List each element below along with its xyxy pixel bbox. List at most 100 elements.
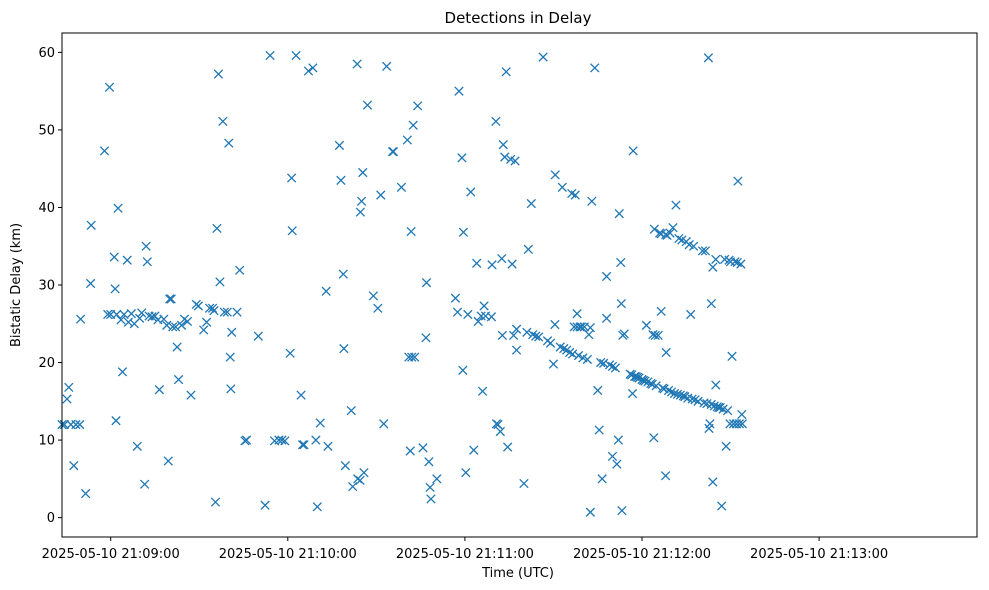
data-point xyxy=(213,69,224,79)
data-point xyxy=(703,53,714,63)
data-point xyxy=(507,259,517,269)
data-point xyxy=(607,451,618,462)
data-point xyxy=(75,419,85,430)
data-point xyxy=(472,258,482,268)
data-point xyxy=(722,405,733,416)
data-point xyxy=(495,426,505,437)
data-point xyxy=(85,278,96,289)
data-point xyxy=(522,327,532,337)
data-point xyxy=(407,352,417,362)
data-point xyxy=(656,306,666,317)
data-point xyxy=(706,399,717,410)
data-point xyxy=(421,278,432,288)
data-point xyxy=(734,419,745,429)
data-point xyxy=(690,395,700,405)
data-point xyxy=(491,116,501,127)
data-point xyxy=(616,298,626,309)
data-point xyxy=(519,478,529,489)
data-point xyxy=(260,500,270,510)
data-point xyxy=(601,271,612,282)
data-point xyxy=(628,146,638,156)
data-point xyxy=(346,405,356,416)
data-point xyxy=(587,196,597,206)
data-point xyxy=(241,435,252,445)
data-point xyxy=(674,233,684,244)
data-point xyxy=(99,146,110,156)
data-point xyxy=(226,384,236,394)
data-point xyxy=(643,377,653,387)
data-point xyxy=(170,322,181,332)
data-point xyxy=(573,350,584,361)
data-point xyxy=(686,309,696,320)
data-point xyxy=(565,347,575,358)
data-point xyxy=(493,419,503,430)
data-point xyxy=(570,190,580,200)
y-tick-label: 50 xyxy=(38,123,55,138)
data-point xyxy=(708,477,718,487)
data-point xyxy=(277,435,287,445)
data-point xyxy=(368,291,379,301)
data-point xyxy=(62,394,72,404)
data-point xyxy=(113,203,123,213)
data-point xyxy=(550,170,560,180)
data-point xyxy=(594,425,604,435)
data-point xyxy=(572,309,582,319)
data-point xyxy=(315,418,325,428)
data-point xyxy=(186,390,196,400)
y-axis-ticks: 0 10 20 30 40 50 60 xyxy=(38,46,62,526)
data-point xyxy=(362,100,373,110)
data-point xyxy=(116,315,126,325)
data-point xyxy=(285,348,295,358)
x-axis-ticks: 2025-05-10 21:09:00 2025-05-10 21:10:00 20… xyxy=(42,537,888,562)
data-point xyxy=(463,309,473,320)
data-point xyxy=(168,322,178,332)
data-point xyxy=(458,227,469,237)
data-point xyxy=(680,391,690,402)
data-point xyxy=(69,461,79,471)
data-point xyxy=(86,220,96,230)
data-point xyxy=(418,443,428,453)
data-point xyxy=(432,474,442,484)
data-point xyxy=(461,467,471,478)
data-point xyxy=(424,457,434,467)
data-point xyxy=(334,140,345,151)
x-tick-label: 2025-05-10 21:11:00 xyxy=(396,547,534,562)
data-point xyxy=(653,330,663,341)
data-point xyxy=(538,52,548,62)
data-point xyxy=(458,365,468,375)
data-point xyxy=(173,374,184,385)
data-point xyxy=(473,316,483,327)
x-tick-label: 2025-05-10 21:09:00 xyxy=(42,547,180,562)
y-tick-label: 0 xyxy=(47,511,55,526)
data-point xyxy=(224,138,234,148)
data-point xyxy=(182,316,193,327)
data-point xyxy=(204,303,215,313)
data-point xyxy=(141,241,151,251)
data-point xyxy=(477,386,488,396)
data-point xyxy=(227,327,237,337)
plot-frame xyxy=(61,32,978,538)
data-point xyxy=(199,325,209,335)
y-tick-label: 30 xyxy=(38,279,55,294)
data-point xyxy=(661,347,671,358)
data-point xyxy=(104,82,115,92)
data-point xyxy=(80,488,91,499)
data-point xyxy=(134,313,145,324)
data-point xyxy=(103,309,113,320)
data-point xyxy=(450,293,461,303)
data-point xyxy=(280,436,290,446)
data-point xyxy=(426,494,436,504)
data-point xyxy=(323,441,333,451)
data-point xyxy=(585,507,595,517)
data-point xyxy=(510,156,520,166)
data-point xyxy=(150,311,160,321)
data-point xyxy=(352,59,362,69)
data-point xyxy=(590,63,600,73)
data-point xyxy=(321,286,331,296)
data-point xyxy=(534,332,544,342)
data-point xyxy=(649,433,659,443)
data-point xyxy=(388,146,399,157)
data-point xyxy=(511,324,522,334)
data-point xyxy=(348,481,358,492)
